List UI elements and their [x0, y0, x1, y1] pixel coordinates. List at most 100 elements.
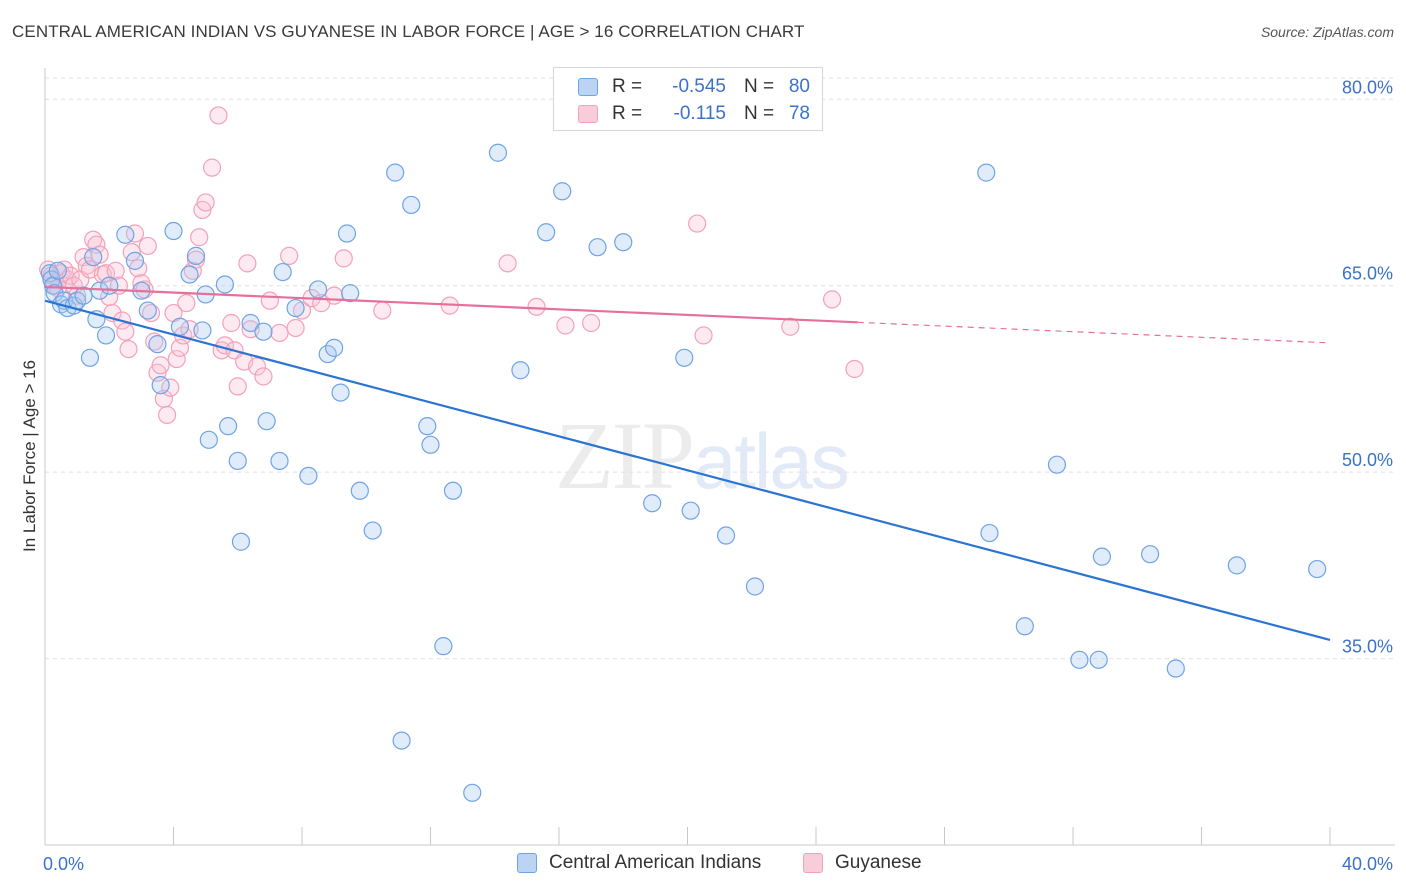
- blue-swatch: [578, 78, 598, 96]
- blue-point: [193, 321, 212, 340]
- pink-point: [196, 193, 215, 212]
- pink-point: [822, 290, 842, 309]
- blue-point: [392, 731, 411, 750]
- blue-swatch: [517, 853, 537, 873]
- blue-point: [148, 335, 167, 354]
- pink-point: [286, 318, 305, 338]
- blue-point: [553, 182, 572, 201]
- pink-point: [238, 254, 257, 273]
- pink-point: [280, 246, 299, 265]
- blue-point: [151, 376, 170, 395]
- blue-point: [716, 526, 736, 545]
- blue-point: [614, 233, 633, 252]
- blue-point: [977, 163, 996, 182]
- pink-regression-line: [44, 285, 858, 324]
- legend-label: Guyanese: [835, 852, 922, 873]
- blue-point: [980, 523, 999, 543]
- pink-point: [270, 323, 289, 343]
- pink-point: [247, 357, 267, 376]
- pink-point: [556, 316, 575, 335]
- blue-point: [180, 265, 199, 284]
- blue-point: [1308, 559, 1327, 579]
- blue-point: [1015, 617, 1034, 636]
- blue-point: [1140, 545, 1160, 564]
- blue-point: [48, 261, 67, 280]
- blue-point: [643, 494, 662, 513]
- blue-point: [675, 348, 694, 367]
- blue-point: [1047, 455, 1067, 474]
- series-legend: Central American Indians Guyanese: [0, 852, 1406, 878]
- watermark-atlas: atlas: [693, 417, 850, 505]
- pink-point: [498, 254, 517, 273]
- blue-point: [215, 275, 234, 294]
- pink-point: [209, 106, 228, 125]
- blue-point: [186, 246, 206, 265]
- legend-row-pink: R = -0.115 N = 78: [578, 103, 810, 125]
- n-value: 78: [788, 103, 810, 124]
- pink-point: [222, 313, 241, 333]
- legend-label: Central American Indians: [549, 852, 762, 873]
- pink-point: [325, 286, 344, 305]
- blue-point: [1227, 556, 1246, 575]
- blue-point: [241, 313, 260, 333]
- blue-point: [350, 481, 369, 500]
- axes: [44, 68, 1395, 846]
- pink-point: [373, 301, 392, 320]
- blue-point: [331, 383, 350, 402]
- central-american-indians-points: [40, 108, 1327, 802]
- blue-point: [45, 284, 64, 303]
- y-tick-label: 35.0%: [1342, 637, 1393, 657]
- blue-point: [337, 224, 357, 243]
- r-value: -0.115: [673, 103, 726, 124]
- pink-point: [167, 349, 186, 369]
- blue-point: [286, 298, 305, 318]
- blue-point: [273, 262, 292, 282]
- blue-point: [254, 322, 273, 341]
- blue-point: [308, 280, 328, 299]
- y-tick-label: 50.0%: [1342, 450, 1393, 470]
- blue-point: [588, 238, 607, 257]
- blue-point: [125, 251, 145, 270]
- pink-point: [582, 313, 601, 333]
- blue-point: [386, 163, 405, 182]
- n-label: N =: [744, 76, 775, 97]
- blue-point: [511, 361, 530, 380]
- blue-point: [463, 783, 482, 802]
- blue-point: [228, 451, 247, 471]
- tick-labels: 35.0% 50.0% 65.0% 80.0% 0.0% 40.0%: [43, 77, 1393, 874]
- pink-point: [151, 356, 170, 375]
- blue-point: [681, 501, 700, 520]
- pink-point: [145, 332, 164, 351]
- blue-point: [257, 412, 276, 431]
- pink-point: [116, 322, 135, 341]
- y-tick-label: 65.0%: [1342, 264, 1393, 284]
- blue-point: [100, 276, 119, 295]
- pink-point: [190, 228, 209, 247]
- blue-point: [80, 348, 100, 367]
- blue-point: [421, 435, 440, 454]
- blue-point: [299, 466, 318, 485]
- pink-point: [254, 367, 273, 386]
- blue-point: [96, 326, 116, 345]
- blue-point: [170, 317, 190, 336]
- blue-point: [325, 338, 344, 357]
- legend-item-guyanese: Guyanese: [803, 852, 922, 874]
- pink-point: [157, 405, 177, 425]
- blue-point: [1070, 650, 1089, 669]
- y-tick-label: 80.0%: [1342, 77, 1393, 97]
- pink-point: [694, 326, 713, 345]
- pink-swatch: [578, 105, 598, 123]
- n-label: N =: [744, 103, 775, 124]
- pink-point: [125, 224, 145, 243]
- pink-point: [202, 158, 222, 177]
- legend-row-blue: R = -0.545 N = 80: [578, 76, 810, 98]
- pink-point: [527, 297, 546, 316]
- blue-point: [199, 430, 218, 449]
- pink-point: [845, 359, 864, 379]
- watermark: ZIPatlas: [555, 400, 850, 511]
- pink-point: [141, 303, 161, 323]
- x-tick-label: 0.0%: [43, 854, 84, 874]
- blue-point: [270, 451, 289, 471]
- blue-point: [219, 417, 238, 436]
- r-value: -0.545: [672, 76, 726, 97]
